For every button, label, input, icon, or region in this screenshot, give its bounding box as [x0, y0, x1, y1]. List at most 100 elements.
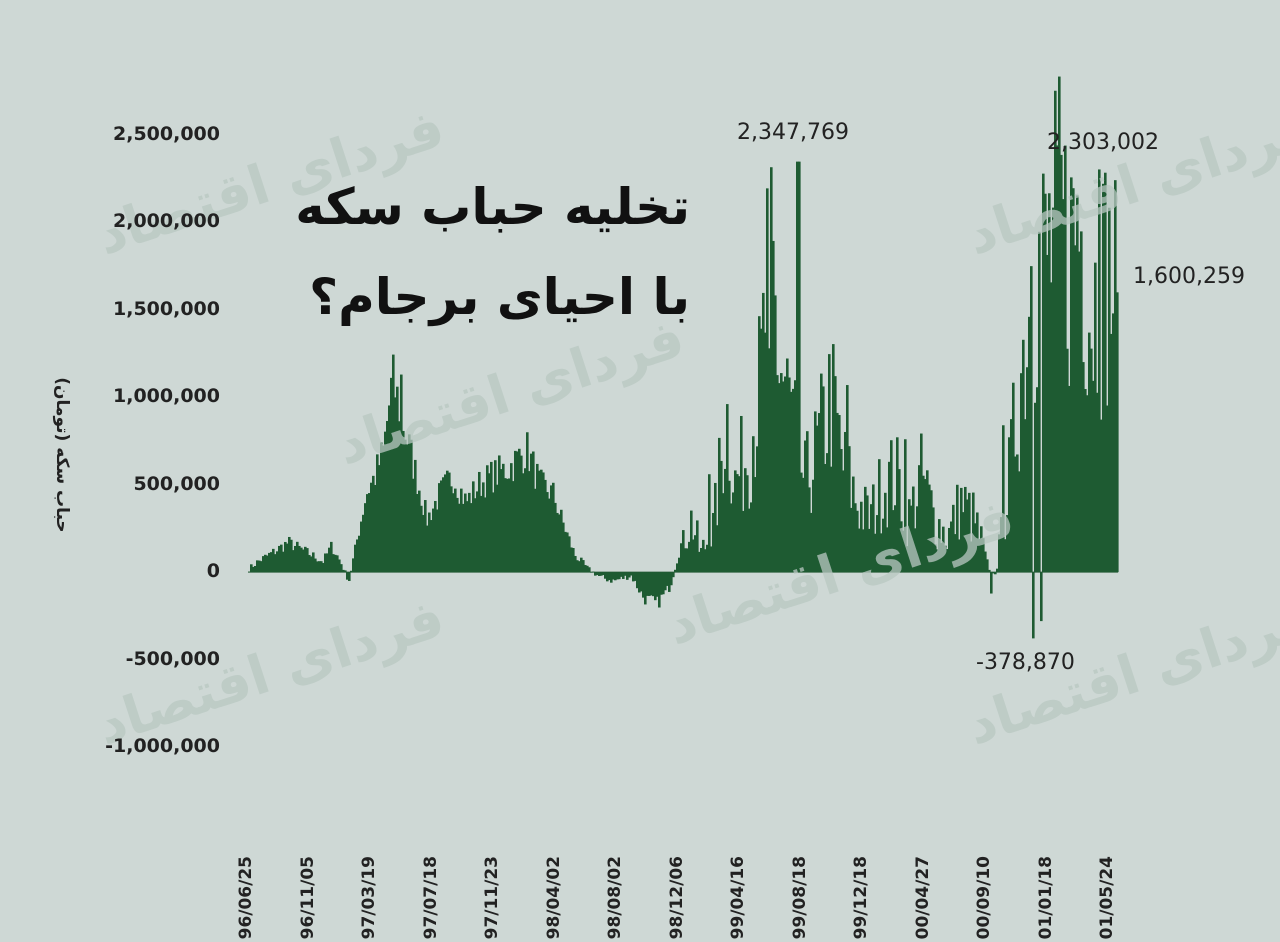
bar: [466, 501, 469, 573]
bar: [618, 572, 621, 580]
bar: [730, 503, 733, 573]
bar: [380, 442, 383, 573]
bar: [284, 541, 287, 573]
bar: [600, 572, 603, 576]
bar: [530, 453, 533, 573]
bar: [918, 465, 921, 573]
bar: [292, 550, 295, 573]
bar: [532, 451, 535, 573]
x-tick-label: 96/11/05: [297, 856, 318, 940]
bar: [858, 528, 861, 573]
bar: [954, 534, 957, 573]
y-tick-label: 1,000,000: [113, 385, 220, 408]
bar: [326, 553, 329, 573]
bar: [528, 471, 531, 573]
bar: [652, 572, 655, 597]
bar: [614, 572, 617, 581]
bar: [386, 421, 389, 573]
bar: [252, 566, 255, 573]
bar: [378, 465, 381, 573]
bar: [746, 475, 749, 573]
bar: [342, 569, 345, 573]
bar: [348, 572, 351, 581]
value-annotation: -378,870: [976, 650, 1075, 675]
bar: [456, 497, 459, 573]
bar: [864, 486, 867, 573]
value-annotation: 2,303,002: [1047, 130, 1159, 155]
x-tick-label: 99/08/18: [789, 856, 810, 940]
bar: [610, 572, 613, 583]
bar: [692, 539, 695, 573]
bar: [706, 544, 709, 573]
bar: [662, 572, 665, 595]
bar: [518, 448, 521, 573]
bar: [1100, 419, 1103, 573]
bar: [936, 549, 939, 573]
bar: [950, 521, 953, 573]
bar: [964, 486, 967, 573]
bar: [1046, 254, 1049, 573]
bar: [750, 502, 753, 573]
bar: [406, 444, 409, 573]
bar: [248, 571, 251, 573]
bar: [404, 439, 407, 573]
bar: [544, 479, 547, 573]
bar: [1028, 316, 1031, 573]
bar: [894, 505, 897, 573]
bar: [416, 494, 419, 573]
bar: [1012, 382, 1015, 573]
bar: [446, 470, 449, 573]
y-tick-label: 2,500,000: [113, 123, 220, 145]
bar: [278, 545, 281, 573]
bar: [828, 354, 831, 573]
bar: [594, 572, 597, 576]
bar: [766, 188, 769, 573]
bar: [344, 570, 347, 573]
bar: [430, 520, 433, 573]
bar: [702, 539, 705, 573]
bar: [434, 500, 437, 573]
bar: [374, 484, 377, 573]
value-annotation: 1,600,259: [1133, 264, 1245, 289]
bar: [694, 535, 697, 573]
bar: [976, 512, 979, 573]
bar: [872, 484, 875, 573]
bar: [776, 375, 779, 573]
bar: [820, 373, 823, 573]
bar: [666, 572, 669, 586]
bar: [512, 481, 515, 573]
bar: [830, 466, 833, 573]
bar: [810, 512, 813, 573]
bar: [716, 525, 719, 573]
bar: [880, 533, 883, 573]
bar: [886, 527, 889, 573]
bar: [296, 541, 299, 573]
bar: [480, 495, 483, 573]
bar: [432, 508, 435, 573]
bar: [482, 482, 485, 573]
bar: [268, 552, 271, 573]
value-annotation: 2,347,769: [737, 120, 849, 145]
bar: [790, 391, 793, 573]
bar: [650, 572, 653, 596]
bar: [992, 572, 995, 574]
bar: [460, 488, 463, 573]
bar: [988, 569, 991, 573]
bar: [884, 492, 887, 573]
bar: [1038, 231, 1041, 573]
bar: [458, 503, 461, 573]
bar: [876, 515, 879, 573]
bar: [350, 570, 353, 573]
bar: [1110, 333, 1113, 573]
bar: [754, 477, 757, 573]
bar: [846, 385, 849, 573]
bar: [794, 380, 797, 573]
bar: [590, 572, 593, 573]
bar: [1022, 339, 1025, 573]
bar: [538, 470, 541, 573]
bar: [498, 455, 501, 573]
bar: [690, 510, 693, 573]
bar: [1036, 387, 1039, 573]
bar: [1044, 193, 1047, 573]
bar: [874, 533, 877, 573]
